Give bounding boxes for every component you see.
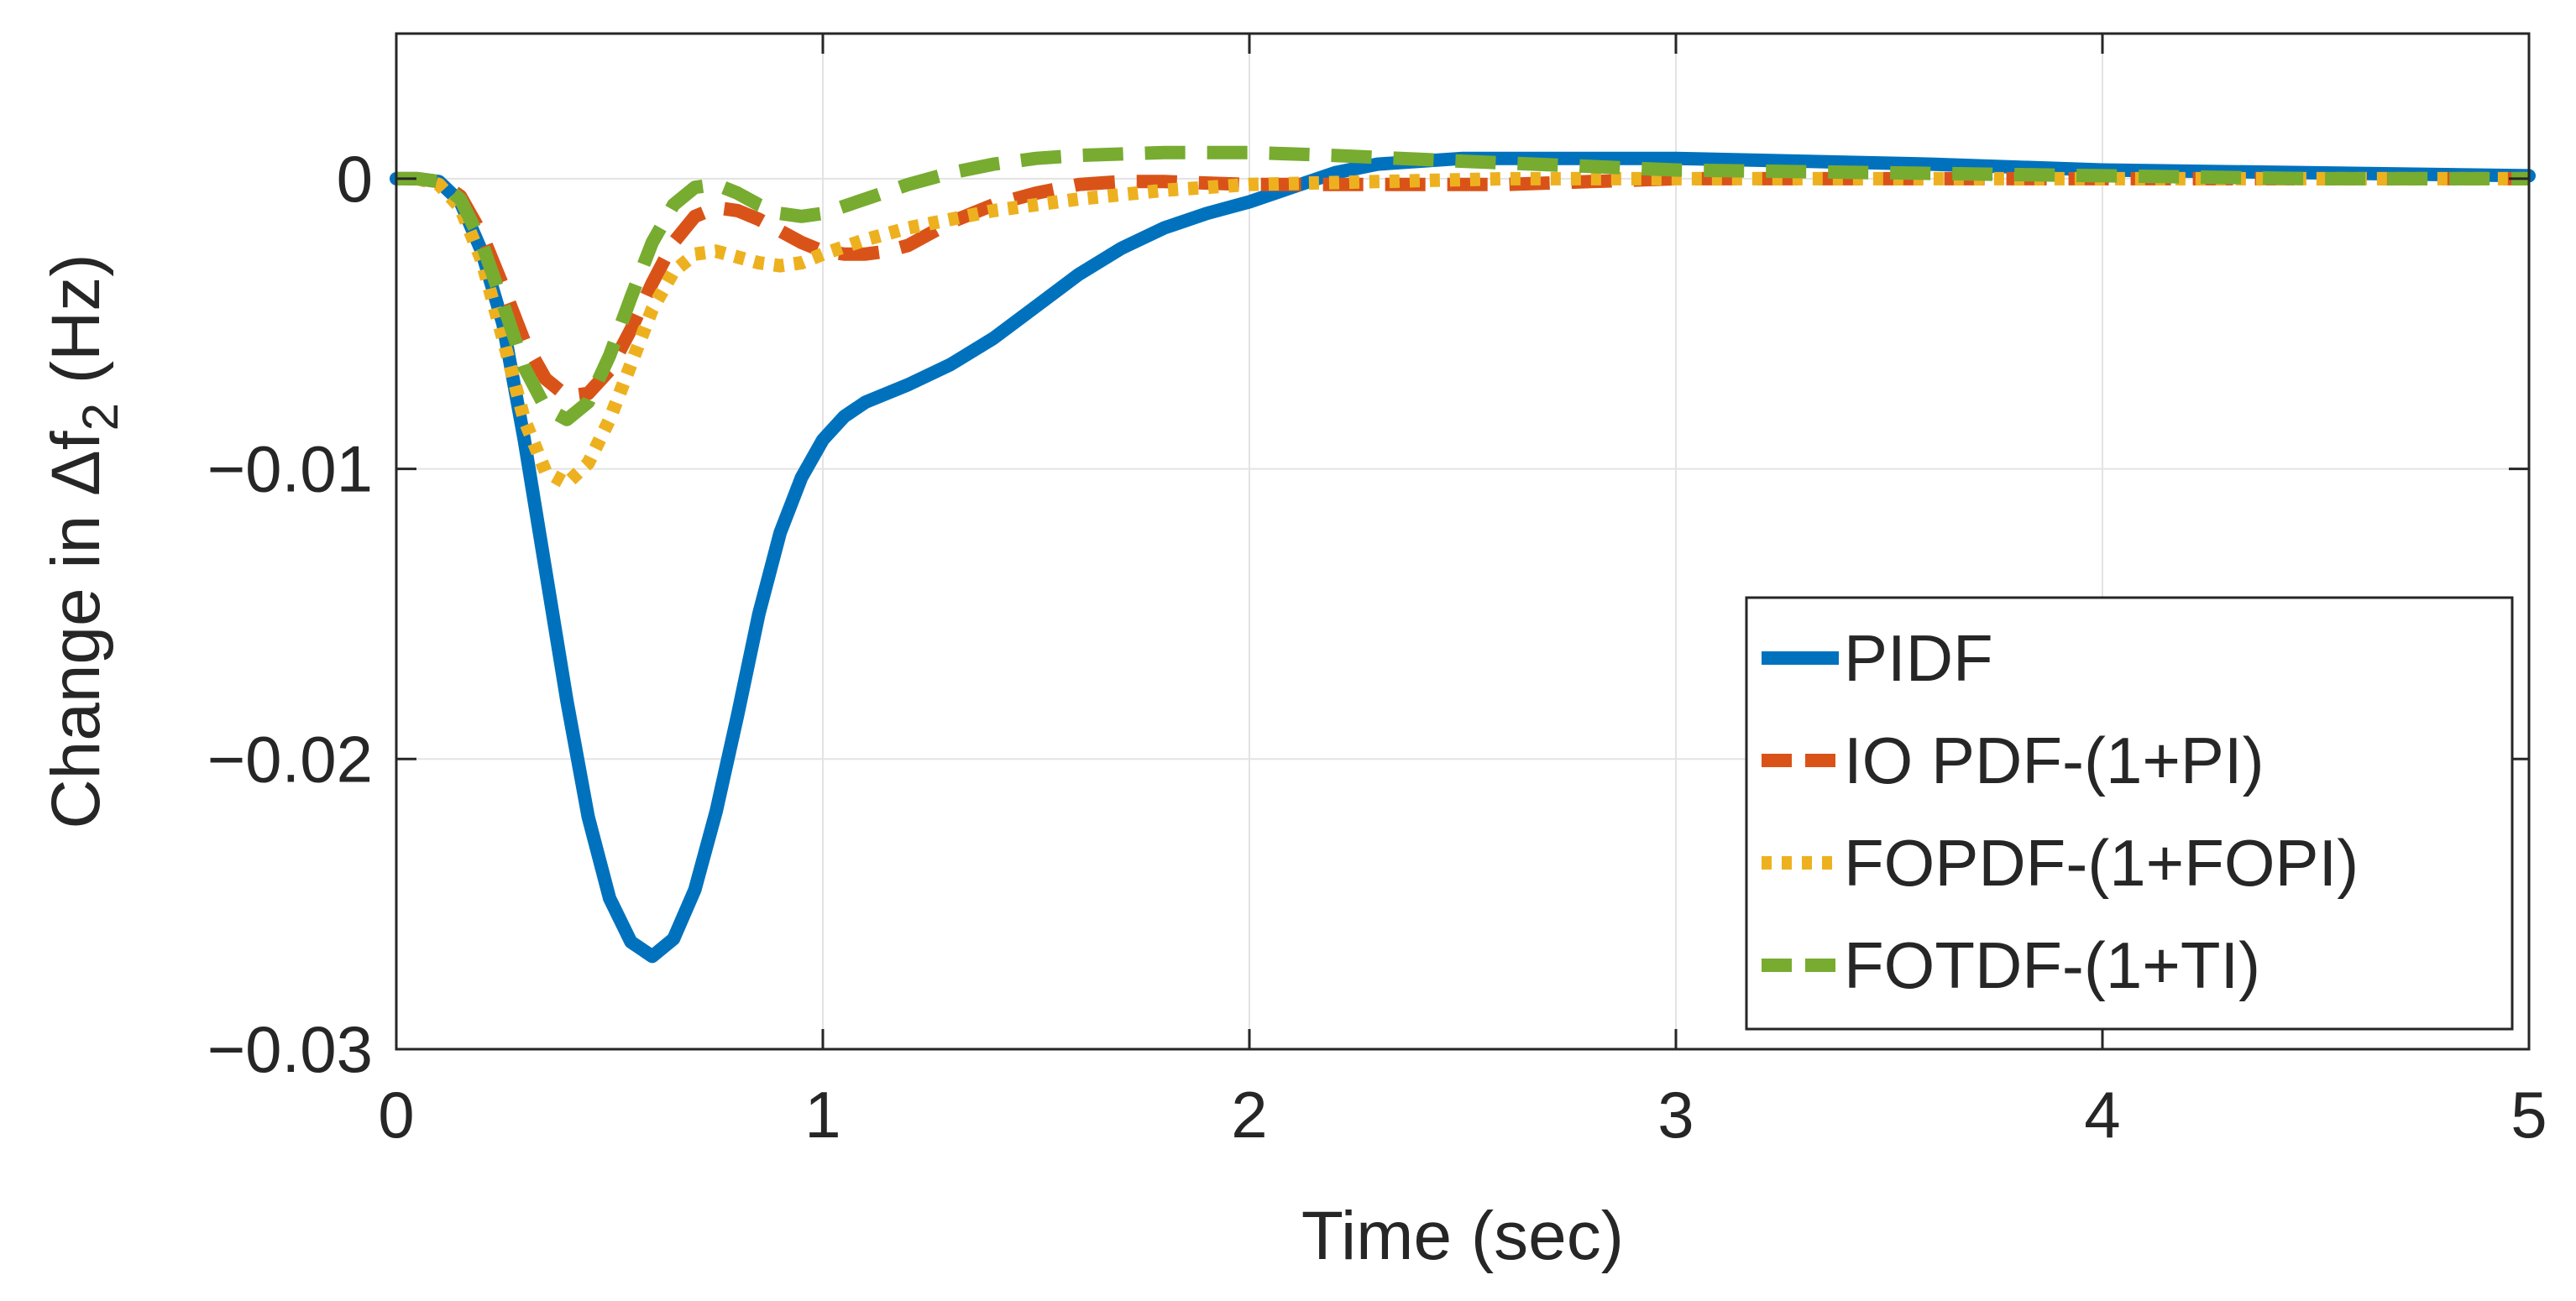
y-axis-title: Change in Δf2 (Hz): [38, 253, 128, 828]
tick-labels: 0 1 2 3 4 5 0 −0.01 −0.02 −0.03: [207, 142, 2547, 1152]
x-tick-label: 0: [378, 1078, 414, 1152]
legend-label-1: PIDF: [1844, 621, 1993, 695]
legend-items: PIDF IO PDF-(1+PI) FOPDF-(1+FOPI) FOTDF-(1+…: [1762, 621, 2359, 1002]
ticks: [395, 34, 2531, 1051]
x-tick-label: 3: [1657, 1078, 1694, 1152]
x-tick-label: 1: [804, 1078, 840, 1152]
y-tick-label: 0: [337, 142, 373, 216]
series-line-4: [396, 145, 2529, 426]
series-line-2: [396, 171, 2529, 404]
y-axis-title-subscript: 2: [72, 403, 128, 431]
y-tick-label: −0.01: [207, 432, 373, 506]
y-tick-label: −0.03: [207, 1012, 373, 1086]
x-tick-label: 5: [2511, 1078, 2547, 1152]
y-tick-label: −0.02: [207, 722, 373, 796]
legend: PIDF IO PDF-(1+PI) FOPDF-(1+FOPI) FOTDF-(1+…: [1745, 596, 2514, 1031]
legend-label-4: FOTDF-(1+TI): [1844, 928, 2260, 1002]
legend-label-3: FOPDF-(1+FOPI): [1844, 826, 2359, 900]
x-tick-label: 4: [2084, 1078, 2120, 1152]
y-axis-title-suffix: (Hz): [38, 253, 114, 403]
series-lines: [390, 145, 2536, 964]
legend-label-2: IO PDF-(1+PI): [1844, 724, 2264, 797]
y-axis-title-prefix: Change in Δf: [38, 431, 114, 828]
plot-frame: [395, 32, 2531, 1051]
x-axis-title: Time (sec): [1301, 1198, 1624, 1274]
legend-box: [1745, 596, 2514, 1031]
x-tick-label: 2: [1231, 1078, 1267, 1152]
